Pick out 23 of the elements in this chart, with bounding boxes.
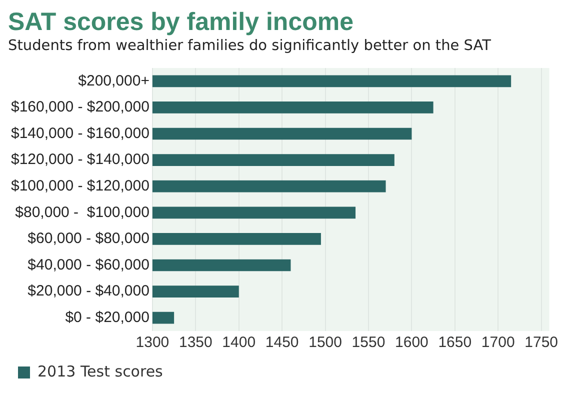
x-tick-label: 1300 — [136, 334, 170, 352]
chart-title: SAT scores by family income — [8, 8, 354, 36]
x-tick-label: 1700 — [481, 334, 515, 352]
y-tick-label: $200,000+ — [78, 72, 150, 90]
y-tick-label: $100,000 - $120,000 — [10, 177, 150, 194]
y-tick-label: $140,000 - $160,000 — [10, 124, 150, 142]
legend-label: 2013 Test scores — [38, 362, 164, 380]
chart-subtitle: Students from wealthier families do significantly better on the SAT — [8, 37, 492, 56]
x-tick-label: 1650 — [438, 334, 472, 352]
x-tick-label: 1350 — [178, 334, 212, 352]
y-tick-label: $120,000 - $140,000 — [10, 151, 150, 168]
x-tick-label: 1750 — [524, 334, 558, 352]
x-tick-label: 1450 — [265, 334, 299, 352]
y-tick-label: $80,000 - $100,000 — [15, 204, 150, 221]
y-tick-label: $160,000 - $200,000 — [10, 98, 150, 116]
y-tick-label: $40,000 - $60,000 — [28, 256, 150, 274]
y-tick-label: $20,000 - $40,000 — [28, 282, 150, 300]
y-tick-label: $0 - $20,000 — [65, 308, 150, 326]
y-tick-label: $60,000 - $80,000 — [28, 230, 150, 248]
x-tick-label: 1500 — [308, 334, 342, 352]
x-tick-label: 1600 — [395, 334, 428, 352]
x-tick-label: 1550 — [352, 334, 386, 352]
x-tick-label: 1400 — [222, 334, 256, 352]
